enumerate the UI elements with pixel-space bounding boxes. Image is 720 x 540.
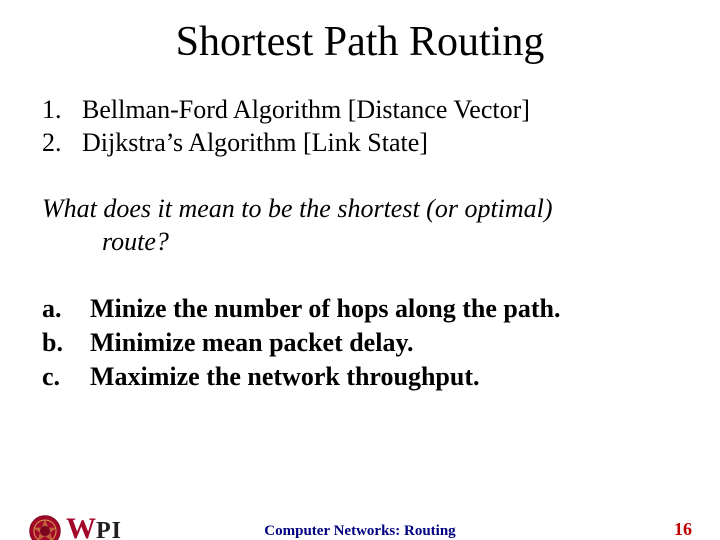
- alpha-list: a. Minize the number of hops along the p…: [42, 292, 720, 393]
- list-item: a. Minize the number of hops along the p…: [42, 292, 720, 326]
- list-text: Dijkstra’s Algorithm [Link State]: [82, 127, 428, 160]
- list-text: Bellman-Ford Algorithm [Distance Vector]: [82, 94, 530, 127]
- list-marker: b.: [42, 326, 90, 360]
- wpi-logo: WPI: [28, 514, 122, 540]
- list-marker: c.: [42, 360, 90, 394]
- list-item: 2. Dijkstra’s Algorithm [Link State]: [42, 127, 720, 160]
- logo-letters-pi: PI: [96, 519, 122, 540]
- slide-title: Shortest Path Routing: [0, 18, 720, 66]
- slide: Shortest Path Routing 1. Bellman-Ford Al…: [0, 18, 720, 540]
- list-text: Minimize mean packet delay.: [90, 326, 414, 360]
- question-line2: route?: [42, 226, 678, 259]
- list-text: Minize the number of hops along the path…: [90, 292, 560, 326]
- question-text: What does it mean to be the shortest (or…: [42, 193, 678, 258]
- page-number: 16: [674, 519, 692, 540]
- numbered-list: 1. Bellman-Ford Algorithm [Distance Vect…: [42, 94, 720, 159]
- list-item: c. Maximize the network throughput.: [42, 360, 720, 394]
- list-item: 1. Bellman-Ford Algorithm [Distance Vect…: [42, 94, 720, 127]
- logo-letter-w: W: [66, 514, 96, 540]
- list-item: b. Minimize mean packet delay.: [42, 326, 720, 360]
- seal-icon: [28, 514, 62, 540]
- wpi-wordmark: WPI: [66, 514, 122, 540]
- list-text: Maximize the network throughput.: [90, 360, 480, 394]
- list-marker: 1.: [42, 94, 82, 127]
- question-line1: What does it mean to be the shortest (or…: [42, 194, 553, 223]
- list-marker: 2.: [42, 127, 82, 160]
- list-marker: a.: [42, 292, 90, 326]
